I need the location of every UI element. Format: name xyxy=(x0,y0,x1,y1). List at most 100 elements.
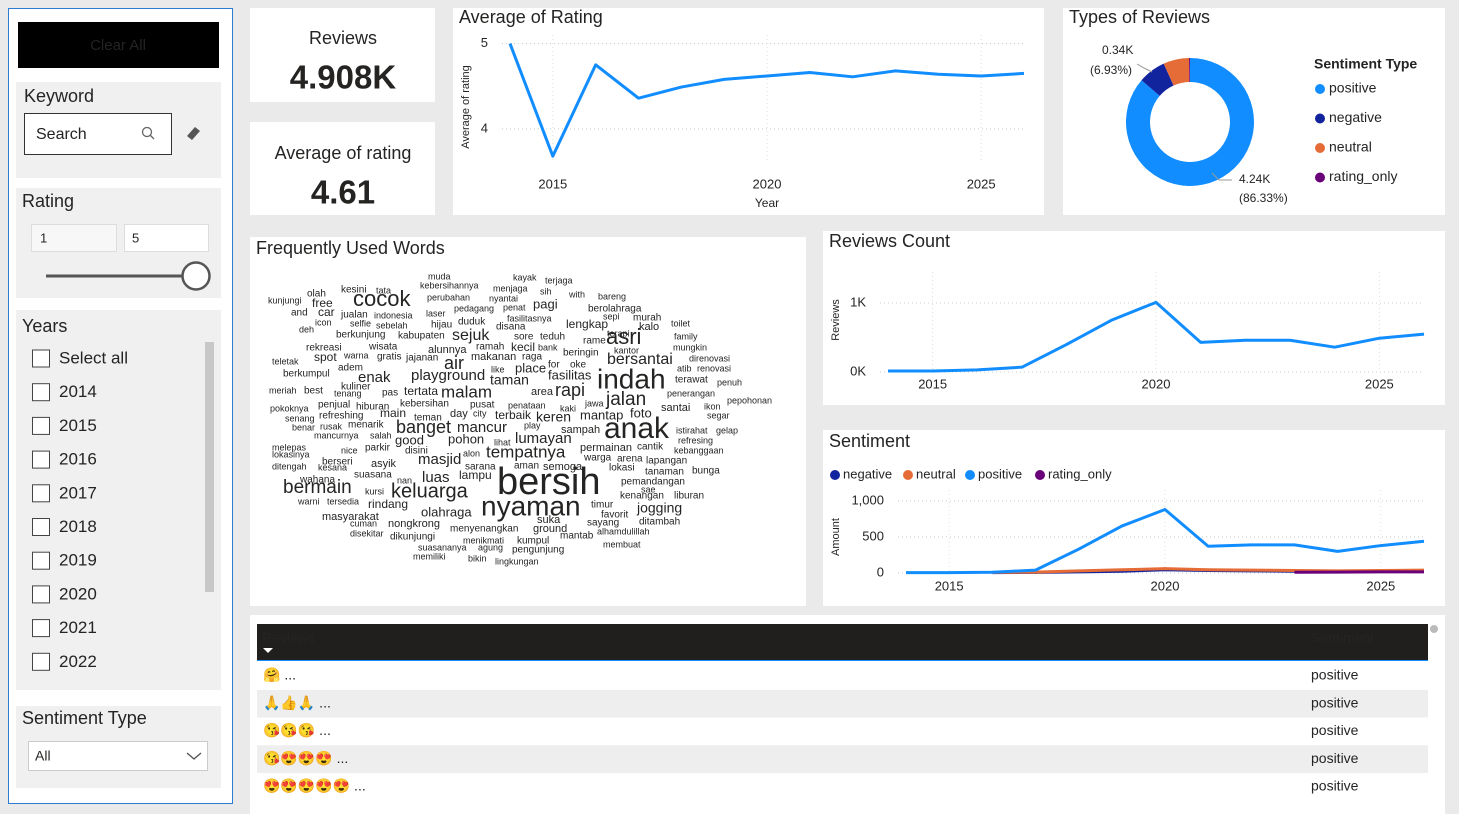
word: olahraga xyxy=(421,504,472,519)
word: permainan xyxy=(580,442,632,454)
cell: 🤗 ... xyxy=(263,667,296,683)
word: fasilitasnya xyxy=(507,313,552,323)
donut-slice xyxy=(1163,58,1190,86)
checkbox[interactable] xyxy=(32,619,50,638)
word: icon xyxy=(315,317,332,327)
word: wahana xyxy=(299,475,335,486)
checkbox[interactable] xyxy=(32,585,50,604)
slicer-title: Keyword xyxy=(24,86,94,106)
word: ikon xyxy=(704,401,721,411)
x-tick-label: 2025 xyxy=(967,176,996,191)
chart-title: Sentiment xyxy=(829,431,910,451)
word: terbaik xyxy=(495,408,532,422)
word: mantap xyxy=(580,407,623,422)
chart-panel xyxy=(1063,8,1445,215)
word: asri xyxy=(606,324,641,349)
word: hijau xyxy=(431,320,452,331)
slider-thumb[interactable] xyxy=(181,261,211,291)
dropdown[interactable] xyxy=(28,741,208,771)
word: senang xyxy=(285,413,315,423)
chart-title: Types of Reviews xyxy=(1069,7,1210,27)
y-tick-label: 5 xyxy=(481,35,488,50)
cell: 😍😍😍😍😍 ... xyxy=(263,778,366,794)
data-label: 4.24K xyxy=(1239,172,1270,186)
word: hiburan xyxy=(356,402,389,413)
word: bersih xyxy=(497,461,601,503)
word: family xyxy=(674,331,698,341)
scrollbar[interactable] xyxy=(205,342,214,592)
word: penat xyxy=(503,302,526,312)
word: istirahat xyxy=(676,425,708,435)
checkbox[interactable] xyxy=(32,518,50,536)
word: for xyxy=(548,360,560,371)
word: penataan xyxy=(508,400,546,410)
rating-min-input[interactable] xyxy=(31,224,117,252)
word: banget xyxy=(396,417,451,437)
word: rekreasi xyxy=(306,343,342,354)
word: tenang xyxy=(334,388,362,398)
word: masyarakat xyxy=(322,511,379,523)
word: keren xyxy=(536,409,571,425)
word: favorit xyxy=(601,510,628,521)
word: penjual xyxy=(318,400,350,411)
word: wisata xyxy=(368,342,398,353)
checkbox[interactable] xyxy=(32,416,50,435)
x-tick-label: 2020 xyxy=(1151,578,1180,593)
table-row[interactable] xyxy=(257,717,1428,746)
legend-marker xyxy=(1315,143,1325,153)
word: pokoknya xyxy=(270,403,309,413)
checkbox-label: 2015 xyxy=(59,416,97,435)
scroll-indicator xyxy=(1430,625,1438,633)
table-row[interactable] xyxy=(257,689,1428,718)
word: arena xyxy=(617,454,643,465)
checkbox-label: 2018 xyxy=(59,517,97,536)
word: kebersihan xyxy=(400,399,449,410)
cell: positive xyxy=(1311,722,1359,738)
checkbox[interactable] xyxy=(32,450,50,469)
word: tempatnya xyxy=(486,442,566,461)
legend-marker xyxy=(1315,172,1325,183)
checkbox[interactable] xyxy=(32,551,50,570)
search-box[interactable] xyxy=(24,113,172,155)
donut-slice xyxy=(1189,58,1190,83)
table-row[interactable] xyxy=(257,662,1428,690)
word: mancurnya xyxy=(314,430,359,440)
cell: positive xyxy=(1311,750,1359,766)
button-label: Clear All xyxy=(90,37,146,54)
word: disekitar xyxy=(350,528,384,538)
word: salah xyxy=(370,430,392,440)
search-icon xyxy=(149,134,155,140)
checkbox[interactable] xyxy=(32,383,50,402)
checkbox[interactable] xyxy=(32,484,50,503)
word: nan xyxy=(397,475,412,485)
word: and xyxy=(291,308,308,319)
rating-max-input[interactable] xyxy=(124,224,209,252)
word: tersedia xyxy=(327,496,359,506)
slicer-title: Sentiment Type xyxy=(22,708,147,728)
word: suka xyxy=(537,514,561,526)
word: kesana xyxy=(318,462,347,472)
checkbox[interactable] xyxy=(32,349,50,368)
clear-button[interactable] xyxy=(18,22,219,68)
table-row[interactable] xyxy=(257,745,1428,773)
word: pedagang xyxy=(454,303,494,313)
word: warni xyxy=(297,496,320,506)
word: kumpul xyxy=(517,536,549,547)
y-tick-label: 0K xyxy=(850,363,866,378)
word: warga xyxy=(583,453,612,464)
x-tick-label: 2025 xyxy=(1365,376,1394,391)
word: lokasi xyxy=(609,463,635,474)
word: warna xyxy=(343,350,369,360)
word: semoga xyxy=(543,461,583,473)
eraser-icon[interactable] xyxy=(187,127,200,140)
x-tick-label: 2015 xyxy=(935,578,964,593)
y-axis-title: Reviews xyxy=(830,299,842,341)
word: lampu xyxy=(459,468,492,482)
table-header xyxy=(257,624,1428,660)
cell: 😘😘😘 ... xyxy=(263,722,331,738)
checkbox[interactable] xyxy=(32,652,50,671)
word: kuliner xyxy=(341,382,371,393)
table-row[interactable] xyxy=(257,773,1428,801)
word: jalan xyxy=(605,389,646,410)
